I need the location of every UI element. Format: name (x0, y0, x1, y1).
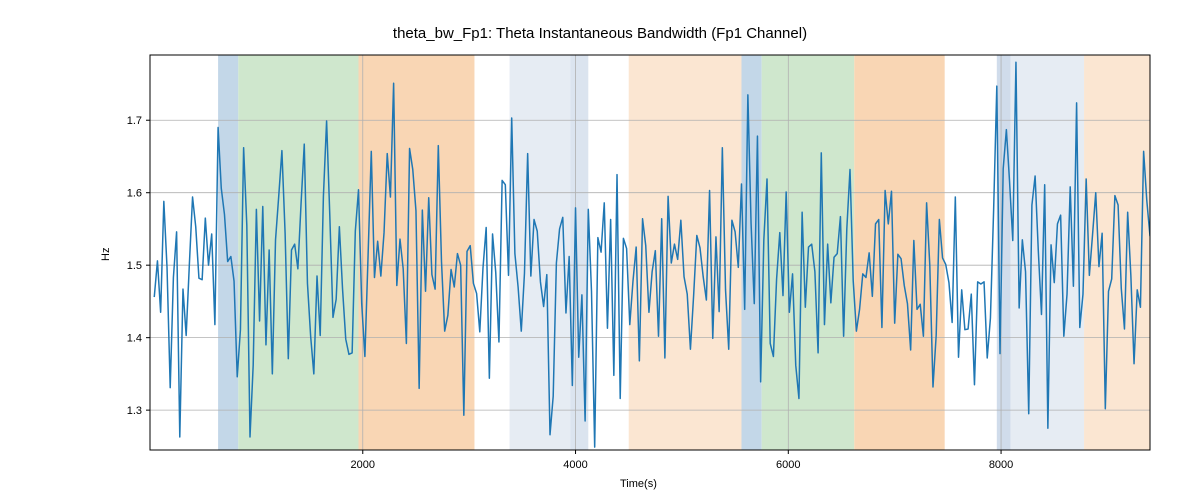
x-tick-label: 6000 (776, 459, 800, 471)
shade-band (854, 55, 944, 450)
shade-band (218, 55, 238, 450)
y-tick-label: 1.7 (127, 115, 142, 127)
y-tick-label: 1.4 (127, 333, 142, 345)
x-tick-label: 2000 (351, 459, 375, 471)
background-bands (218, 55, 1150, 450)
shade-band (1084, 55, 1150, 450)
x-axis-label: Time(s) (620, 478, 657, 490)
x-tick-label: 8000 (989, 459, 1013, 471)
y-tick-label: 1.5 (127, 260, 142, 272)
chart-svg: 2000 4000 6000 8000 1.3 1.4 1.5 1.6 1.7 (0, 0, 1200, 500)
shade-band (510, 55, 571, 450)
chart-container: 2000 4000 6000 8000 1.3 1.4 1.5 1.6 1.7 theta_bw… (0, 0, 1200, 500)
y-tick-label: 1.3 (127, 405, 142, 417)
y-tick-label: 1.6 (127, 188, 142, 200)
x-tick-label: 4000 (563, 459, 587, 471)
chart-title: theta_bw_Fp1: Theta Instantaneous Bandwi… (0, 25, 1200, 42)
y-axis-label: Hz (100, 247, 112, 260)
